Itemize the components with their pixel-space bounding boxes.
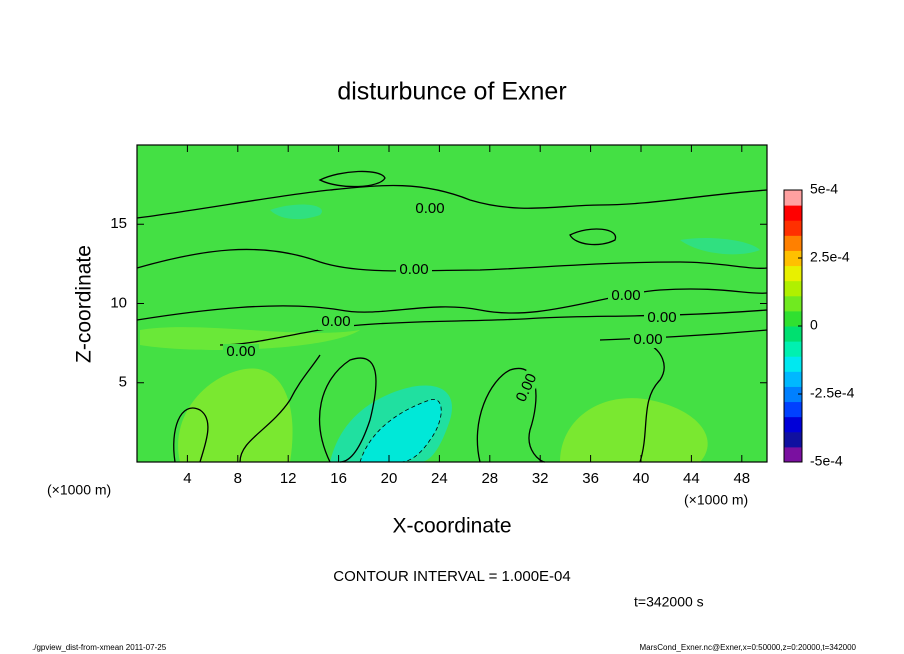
contour-line — [318, 357, 377, 463]
colorbar-tick-label: 0 — [810, 317, 818, 333]
contour-label: 0.00 — [321, 313, 350, 330]
annotation: CONTOUR INTERVAL = 1.000E-04 — [333, 568, 570, 585]
colorbar-swatch — [784, 310, 802, 327]
x-axis-label: X-coordinate — [392, 515, 511, 538]
contour-line — [136, 288, 768, 321]
contour-label-bg — [608, 288, 644, 304]
x-tick-label: 40 — [633, 470, 650, 487]
x-tick-label: 44 — [683, 470, 700, 487]
contour-label: 0.00 — [226, 343, 255, 360]
contour-label: 0.00 — [399, 261, 428, 278]
contour-line — [173, 407, 209, 463]
x-tick-label: 24 — [431, 470, 448, 487]
y-tick-label: 5 — [119, 374, 127, 391]
contour-label: 0.00 — [633, 331, 662, 348]
footer-left: ./gpview_dist-from-xmean 2011-07-25 — [32, 643, 167, 652]
colorbar-tick-label: -2.5e-4 — [810, 385, 855, 401]
x-tick-label: 28 — [481, 470, 498, 487]
x-tick-label: 20 — [381, 470, 398, 487]
colorbar-swatch — [784, 446, 802, 463]
contour-label-bg — [396, 262, 432, 278]
colorbar-swatch — [784, 386, 802, 403]
contour-line — [136, 248, 768, 272]
contour-label-bg — [630, 332, 666, 348]
contour-label-bg — [412, 201, 448, 217]
y-tick-label: 15 — [110, 215, 127, 232]
contour-line — [136, 184, 768, 219]
x-tick-label: 48 — [733, 470, 750, 487]
contour-line — [318, 170, 386, 188]
colorbar-swatch — [784, 235, 802, 251]
colorbar-swatch — [784, 341, 802, 357]
colorbar-swatch — [784, 416, 802, 433]
colorbar-swatch — [784, 205, 802, 221]
contour-label: 0.00 — [611, 287, 640, 304]
colorbar-swatch — [784, 401, 802, 418]
colorbar-swatch — [784, 326, 802, 342]
colorbar-swatch — [784, 220, 802, 236]
contour-line — [639, 344, 665, 463]
contour-label-bg — [644, 310, 680, 326]
y-axis-label: Z-coordinate — [73, 245, 96, 363]
colorbar-swatch — [784, 250, 802, 267]
contour-line — [599, 329, 768, 341]
field-patch — [360, 399, 442, 462]
colorbar-swatch — [784, 356, 802, 372]
contour-line-negative — [359, 398, 442, 463]
field-patch — [270, 204, 322, 220]
x-tick-label: 36 — [582, 470, 599, 487]
x-tick-label: 4 — [183, 470, 191, 487]
contour-line — [239, 354, 321, 463]
footer-right: MarsCond_Exner.nc@Exner,x=0:50000,z=0:20… — [640, 643, 857, 652]
x-tick-label: 8 — [234, 470, 242, 487]
colorbar-tick-label: -5e-4 — [810, 453, 843, 469]
colorbar-swatch — [784, 431, 802, 448]
contour-label-bg — [223, 344, 259, 360]
contour-label-bg — [318, 314, 354, 330]
contour-label: 0.00 — [415, 200, 444, 217]
colorbar-swatch — [784, 265, 802, 282]
x-tick-label: 16 — [330, 470, 347, 487]
contour-label: 0.00 — [647, 309, 676, 326]
field-patch — [560, 398, 708, 462]
field-patch — [680, 238, 760, 255]
x-tick-label: 32 — [532, 470, 549, 487]
colorbar-tick-label: 2.5e-4 — [810, 249, 850, 265]
colorbar-tick-label: 5e-4 — [810, 181, 838, 197]
colorbar-swatch — [784, 280, 802, 297]
y-tick-label: 10 — [110, 294, 127, 311]
colorbar-swatch — [784, 190, 802, 206]
contour-label-bg — [512, 368, 542, 408]
chart-title: disturbunce of Exner — [337, 78, 566, 106]
colorbar-swatch — [784, 295, 802, 312]
time-label: t=342000 s — [634, 594, 704, 610]
contour-line — [569, 228, 617, 246]
y-unit: (×1000 m) — [47, 482, 111, 498]
x-tick-label: 12 — [280, 470, 297, 487]
field — [137, 145, 767, 462]
x-unit: (×1000 m) — [684, 492, 748, 508]
colorbar-swatch — [784, 371, 802, 387]
